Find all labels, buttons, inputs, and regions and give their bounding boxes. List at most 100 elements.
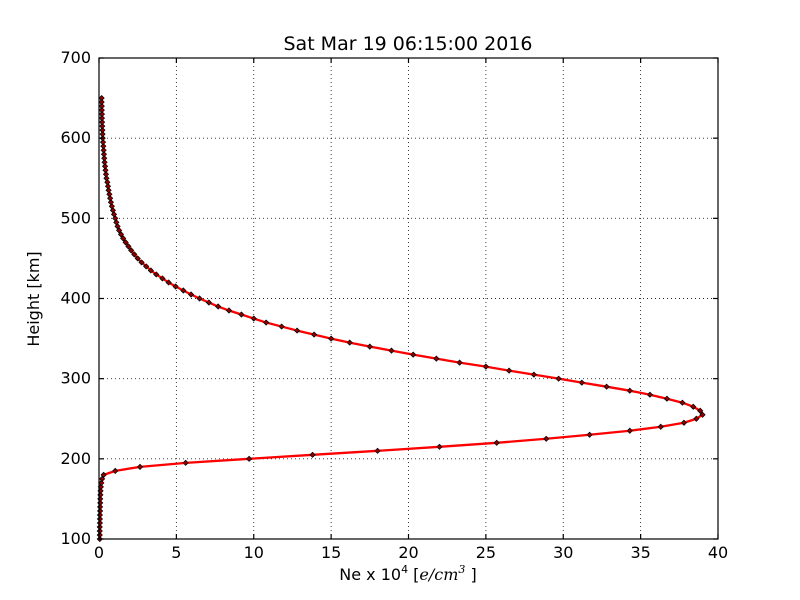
chart-title: Sat Mar 19 06:15:00 2016 <box>283 33 532 55</box>
data-marker <box>663 395 671 402</box>
data-marker <box>680 419 688 426</box>
data-marker <box>98 115 106 122</box>
y-tick-label: 100 <box>60 529 91 548</box>
data-line <box>98 96 704 541</box>
data-marker <box>99 127 106 134</box>
data-marker <box>165 279 172 286</box>
data-marker <box>172 283 179 290</box>
data-marker <box>250 315 257 322</box>
data-marker <box>98 103 105 110</box>
data-marker <box>112 215 119 222</box>
y-tick-label: 200 <box>60 449 91 468</box>
data-marker <box>114 223 121 230</box>
data-marker <box>246 455 253 462</box>
data-marker <box>657 423 664 430</box>
data-marker <box>98 98 105 106</box>
y-tick-label: 700 <box>60 48 91 67</box>
data-marker <box>626 427 633 434</box>
data-marker <box>102 171 110 178</box>
data-marker <box>374 447 381 454</box>
x-axis-label: Ne x 104 [e/cm3 ] <box>339 563 476 584</box>
data-marker <box>153 271 160 278</box>
tick-labels: 0 5 10 15 20 25 30 35 40 100 200 300 400 500 600 700 <box>60 48 728 562</box>
data-marker <box>102 167 109 174</box>
data-marker <box>104 183 112 190</box>
x-tick-label: 35 <box>630 543 650 562</box>
x-tick-label: 5 <box>171 543 181 562</box>
data-marker <box>225 307 233 314</box>
data-marker <box>134 255 141 262</box>
y-axis-label: Height [km] <box>24 251 43 346</box>
data-marker <box>278 323 285 330</box>
x-tick-label: 20 <box>398 543 418 562</box>
x-tick-label: 15 <box>321 543 341 562</box>
data-marker <box>101 159 108 166</box>
data-marker <box>699 411 706 418</box>
data-marker <box>187 291 195 298</box>
data-marker <box>578 379 585 386</box>
data-marker <box>328 335 335 342</box>
data-marker <box>679 399 686 406</box>
data-marker <box>436 443 443 450</box>
data-marker <box>99 119 106 126</box>
data-marker <box>138 259 145 266</box>
data-marker <box>99 131 106 138</box>
data-marker <box>196 295 203 302</box>
data-marker <box>346 339 353 346</box>
data-marker <box>456 359 463 366</box>
data-marker <box>159 275 166 282</box>
data-marker <box>697 407 704 414</box>
data-marker <box>116 227 123 234</box>
data-marker <box>112 467 119 474</box>
data-marker <box>263 319 270 326</box>
y-tick-label: 600 <box>60 128 91 147</box>
data-marker <box>100 143 107 150</box>
data-marker <box>543 435 550 442</box>
data-marker <box>109 207 117 214</box>
data-marker <box>530 371 537 378</box>
data-marker <box>103 175 110 182</box>
data-marker <box>106 191 113 198</box>
y-tick-label: 300 <box>60 369 91 388</box>
data-marker <box>646 391 654 398</box>
data-marker <box>99 139 107 146</box>
data-marker <box>626 387 633 394</box>
data-marker <box>690 403 697 410</box>
data-marker <box>107 199 115 206</box>
data-marker <box>98 107 105 114</box>
data-marker <box>693 415 700 422</box>
data-marker <box>104 179 111 186</box>
x-tick-label: 30 <box>553 543 573 562</box>
x-tick-label: 40 <box>708 543 728 562</box>
data-marker <box>98 94 105 102</box>
data-marker <box>182 459 189 466</box>
data-marker <box>108 203 115 210</box>
data-marker <box>293 327 301 334</box>
x-tick-label: 25 <box>476 543 496 562</box>
y-tick-label: 500 <box>60 208 91 227</box>
data-marker <box>493 439 500 446</box>
data-marker <box>505 367 513 374</box>
data-marker <box>388 347 395 354</box>
data-marker <box>131 251 138 258</box>
data-marker <box>433 355 440 362</box>
data-marker <box>107 195 114 202</box>
data-marker <box>125 243 132 250</box>
data-marker <box>205 299 212 306</box>
data-marker <box>366 343 373 350</box>
x-tick-label: 0 <box>94 543 104 562</box>
data-marker <box>99 123 106 130</box>
data-marker <box>482 363 489 370</box>
data-marker <box>586 431 593 438</box>
data-marker <box>309 451 316 458</box>
data-marker <box>147 267 154 274</box>
data-marker <box>120 235 127 242</box>
data-marker <box>100 151 108 158</box>
data-marker <box>122 239 129 246</box>
data-marker <box>128 247 135 254</box>
data-marker <box>105 187 112 194</box>
x-tick-label: 10 <box>244 543 264 562</box>
data-marker <box>136 463 144 470</box>
